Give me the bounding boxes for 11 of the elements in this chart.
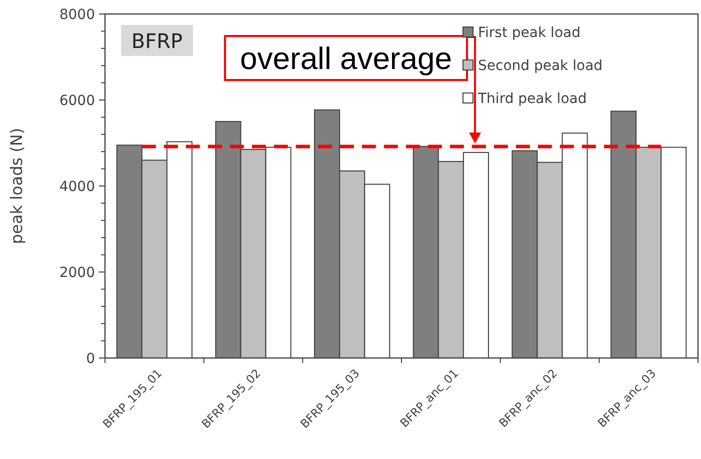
y-tick-label: 2000 xyxy=(59,264,95,281)
annotation: BFRP xyxy=(131,29,183,53)
legend-label: First peak load xyxy=(478,24,580,41)
y-tick-label: 6000 xyxy=(59,92,95,109)
legend-label: Second peak load xyxy=(478,58,603,74)
y-axis-title: peak loads (N) xyxy=(7,128,26,244)
y-tick-label: 0 xyxy=(86,350,95,367)
y-tick-label: 8000 xyxy=(59,6,95,23)
y-tick-label: 4000 xyxy=(59,178,95,195)
ref-line-label: overall average xyxy=(240,40,452,76)
legend-label: Third peak load xyxy=(477,90,587,107)
